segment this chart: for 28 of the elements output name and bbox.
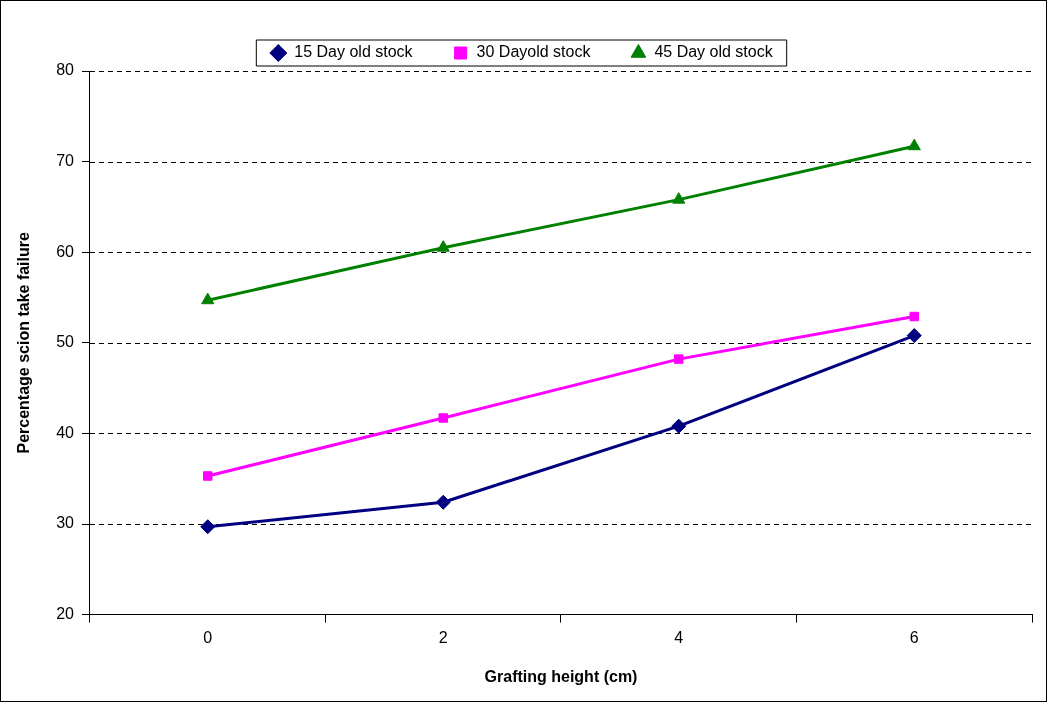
point xyxy=(435,494,451,510)
legend-label: 30 Dayold stock xyxy=(476,43,592,61)
point xyxy=(906,328,922,344)
point xyxy=(200,519,216,535)
point xyxy=(674,354,684,364)
y-tick-label: 70 xyxy=(56,152,75,170)
y-tick-label: 40 xyxy=(56,423,75,441)
x-tick-label: 2 xyxy=(438,628,448,646)
point xyxy=(203,471,213,481)
x-tick-label: 0 xyxy=(203,628,213,646)
point xyxy=(672,192,686,204)
legend-label: 45 Day old stock xyxy=(654,43,774,61)
x-axis-title: Grafting height (cm) xyxy=(484,667,638,685)
y-axis-title: Percentage scion take failure xyxy=(15,231,33,454)
point xyxy=(201,292,215,305)
point xyxy=(438,413,448,423)
legend-label: 15 Day old stock xyxy=(294,43,414,61)
y-tick-label: 50 xyxy=(56,333,75,351)
y-tick-label: 20 xyxy=(56,605,75,623)
point xyxy=(909,311,919,322)
y-tick-label: 80 xyxy=(56,61,75,79)
x-tick-label: 6 xyxy=(909,628,919,646)
point xyxy=(907,138,921,151)
point xyxy=(671,418,687,434)
y-tick-label: 60 xyxy=(56,242,75,260)
x-tick-label: 4 xyxy=(674,628,684,646)
point xyxy=(436,240,450,252)
y-tick-label: 30 xyxy=(56,514,75,532)
